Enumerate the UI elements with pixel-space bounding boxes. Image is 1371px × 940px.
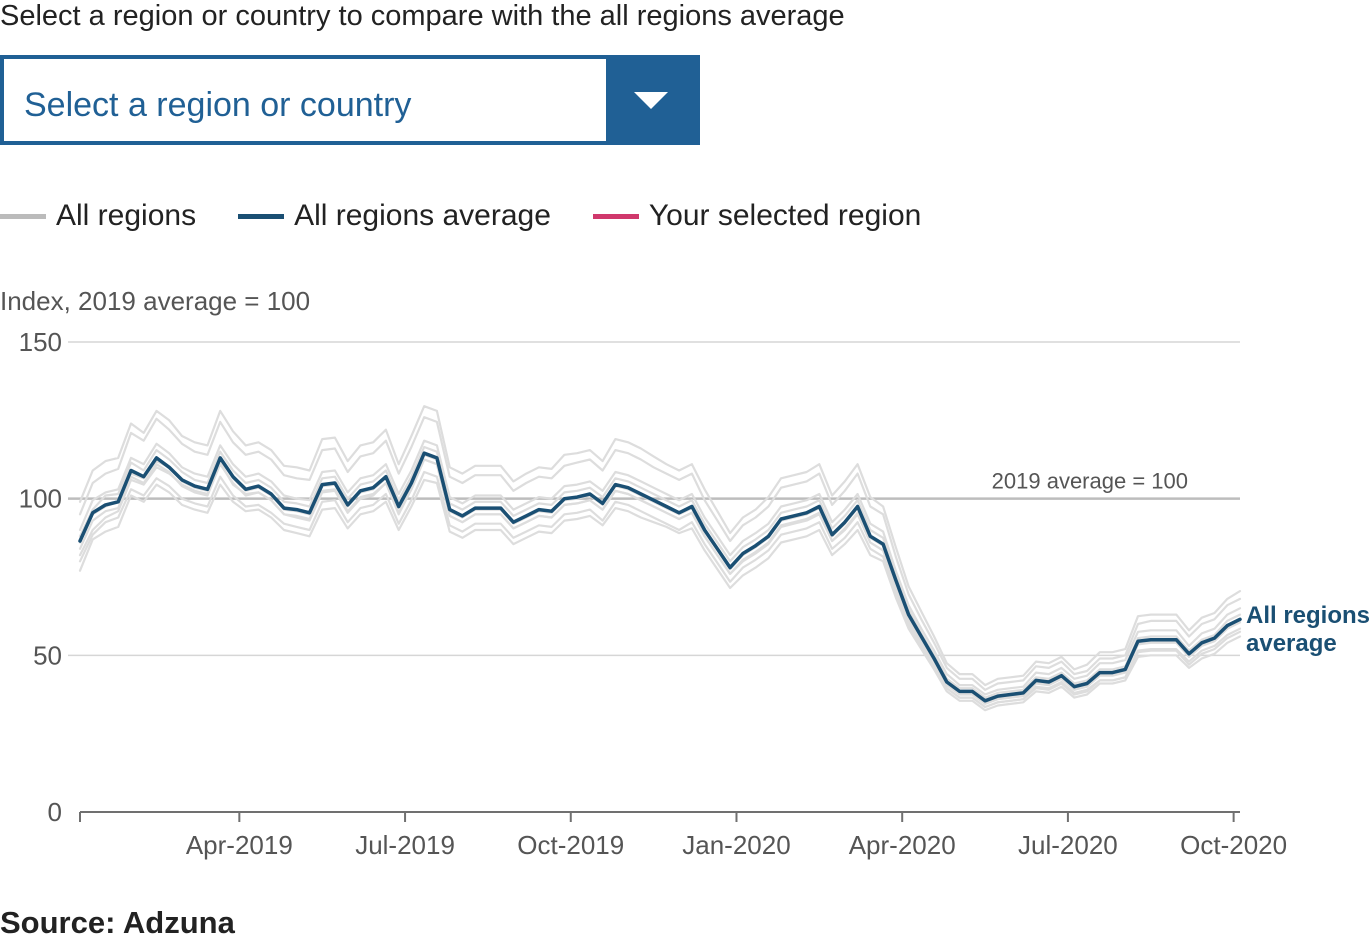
axis-layer: [79, 811, 1240, 822]
y-tick-label-0: 0: [48, 797, 62, 827]
series-line-region-7: [78, 458, 1242, 705]
legend-item-selected-region: Your selected region: [592, 199, 922, 233]
legend-swatch-all-regions-average: [238, 213, 285, 219]
legend-label-selected-region: Your selected region: [648, 199, 922, 232]
region-select-button[interactable]: [606, 59, 696, 141]
x-tick-label-Apr-2019: Apr-2019: [186, 830, 293, 860]
series-line-region-8: [78, 405, 1242, 687]
x-tick-label-Apr-2020: Apr-2020: [849, 830, 956, 860]
chart-legend: All regions All regions average Your sel…: [0, 196, 963, 236]
region-select-placeholder: Select a region or country: [24, 86, 412, 124]
series-line-region-3: [78, 478, 1242, 712]
series-line-region-2: [78, 439, 1242, 696]
x-tick-label-Oct-2020: Oct-2020: [1180, 830, 1287, 860]
y-tick-label-50: 50: [33, 640, 62, 670]
source-note: Source: Adzuna: [0, 905, 235, 940]
region-select[interactable]: Select a region or country: [0, 55, 700, 145]
y-tick-label-100: 100: [19, 484, 62, 514]
series-layer: [78, 405, 1242, 712]
line-chart: Index, 2019 average = 100 0 50 100 150 2019 a…: [0, 286, 1370, 860]
x-tick-label-Oct-2019: Oct-2019: [517, 830, 624, 860]
legend-swatch-selected-region: [592, 213, 639, 219]
series-line-all-regions-average: [78, 451, 1242, 703]
x-tick-label-Jul-2020: Jul-2020: [1018, 830, 1118, 860]
legend-item-all-regions: All regions: [0, 199, 196, 233]
x-tick-label-Jan-2020: Jan-2020: [682, 830, 790, 860]
legend-label-all-regions-average: All regions average: [294, 199, 551, 232]
series-line-region-4: [78, 416, 1242, 691]
chart-prompt: Select a region or country to compare wi…: [0, 0, 845, 32]
end-label-line-2: average: [1246, 630, 1337, 657]
series-line-region-5: [78, 470, 1242, 709]
legend-label-all-regions: All regions: [56, 199, 197, 232]
series-line-region-6: [78, 445, 1242, 699]
end-label-line-1: All regions: [1246, 602, 1370, 629]
legend-item-all-regions-average: All regions average: [238, 199, 551, 233]
y-tick-label-150: 150: [19, 327, 62, 357]
x-tick-label-Jul-2019: Jul-2019: [355, 830, 455, 860]
y-axis-title: Index, 2019 average = 100: [0, 286, 310, 316]
chevron-down-icon: [634, 92, 668, 109]
legend-swatch-all-regions: [0, 213, 46, 219]
label-layer: Index, 2019 average = 100 0 50 100 150 2019 a…: [0, 286, 1370, 860]
reference-line-label: 2019 average = 100: [992, 469, 1188, 494]
